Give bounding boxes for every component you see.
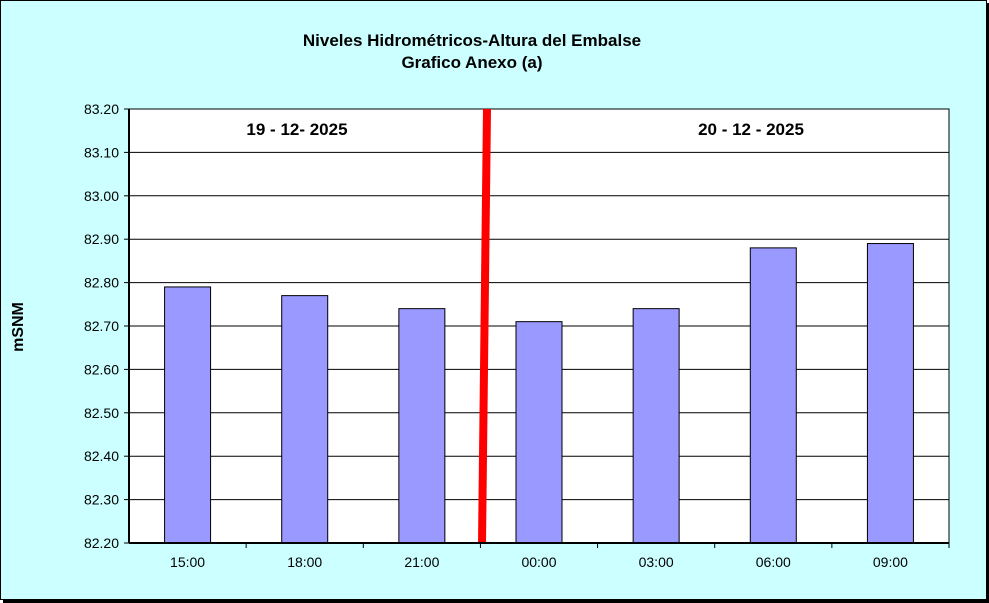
y-tick-label: 82.60 bbox=[84, 361, 119, 377]
y-tick-label: 82.70 bbox=[84, 318, 119, 334]
x-tick-label: 21:00 bbox=[404, 554, 439, 570]
x-tick-label: 15:00 bbox=[170, 554, 205, 570]
x-tick-label: 03:00 bbox=[639, 554, 674, 570]
bar-06:00 bbox=[749, 247, 797, 544]
date-annotation-day2: 20 - 12 - 2025 bbox=[698, 120, 804, 139]
bar-00:00 bbox=[515, 321, 563, 544]
bar-18:00 bbox=[281, 295, 329, 544]
x-tick-label: 00:00 bbox=[521, 554, 556, 570]
x-tick-label: 18:00 bbox=[287, 554, 322, 570]
y-tick-label: 82.80 bbox=[84, 275, 119, 291]
y-tick-label: 82.20 bbox=[84, 535, 119, 551]
bar-15:00 bbox=[164, 286, 212, 544]
y-tick-label: 82.50 bbox=[84, 405, 119, 421]
chart-title: Niveles Hidrométricos-Altura del Embalse bbox=[303, 31, 641, 50]
chart-subtitle: Grafico Anexo (a) bbox=[401, 53, 542, 72]
bar-03:00 bbox=[632, 308, 680, 544]
date-annotation-day1: 19 - 12- 2025 bbox=[246, 120, 347, 139]
day-divider-line bbox=[478, 108, 491, 544]
y-tick-label: 83.10 bbox=[84, 144, 119, 160]
y-tick-label: 82.30 bbox=[84, 492, 119, 508]
x-tick-label: 09:00 bbox=[873, 554, 908, 570]
y-tick-label: 83.00 bbox=[84, 188, 119, 204]
y-tick-label: 82.90 bbox=[84, 231, 119, 247]
y-tick-label: 82.40 bbox=[84, 448, 119, 464]
x-tick-label: 06:00 bbox=[756, 554, 791, 570]
bar-09:00 bbox=[866, 243, 914, 544]
bar-21:00 bbox=[398, 308, 446, 544]
y-axis-label: mSNM bbox=[10, 302, 27, 352]
y-tick-label: 83.20 bbox=[84, 101, 119, 117]
